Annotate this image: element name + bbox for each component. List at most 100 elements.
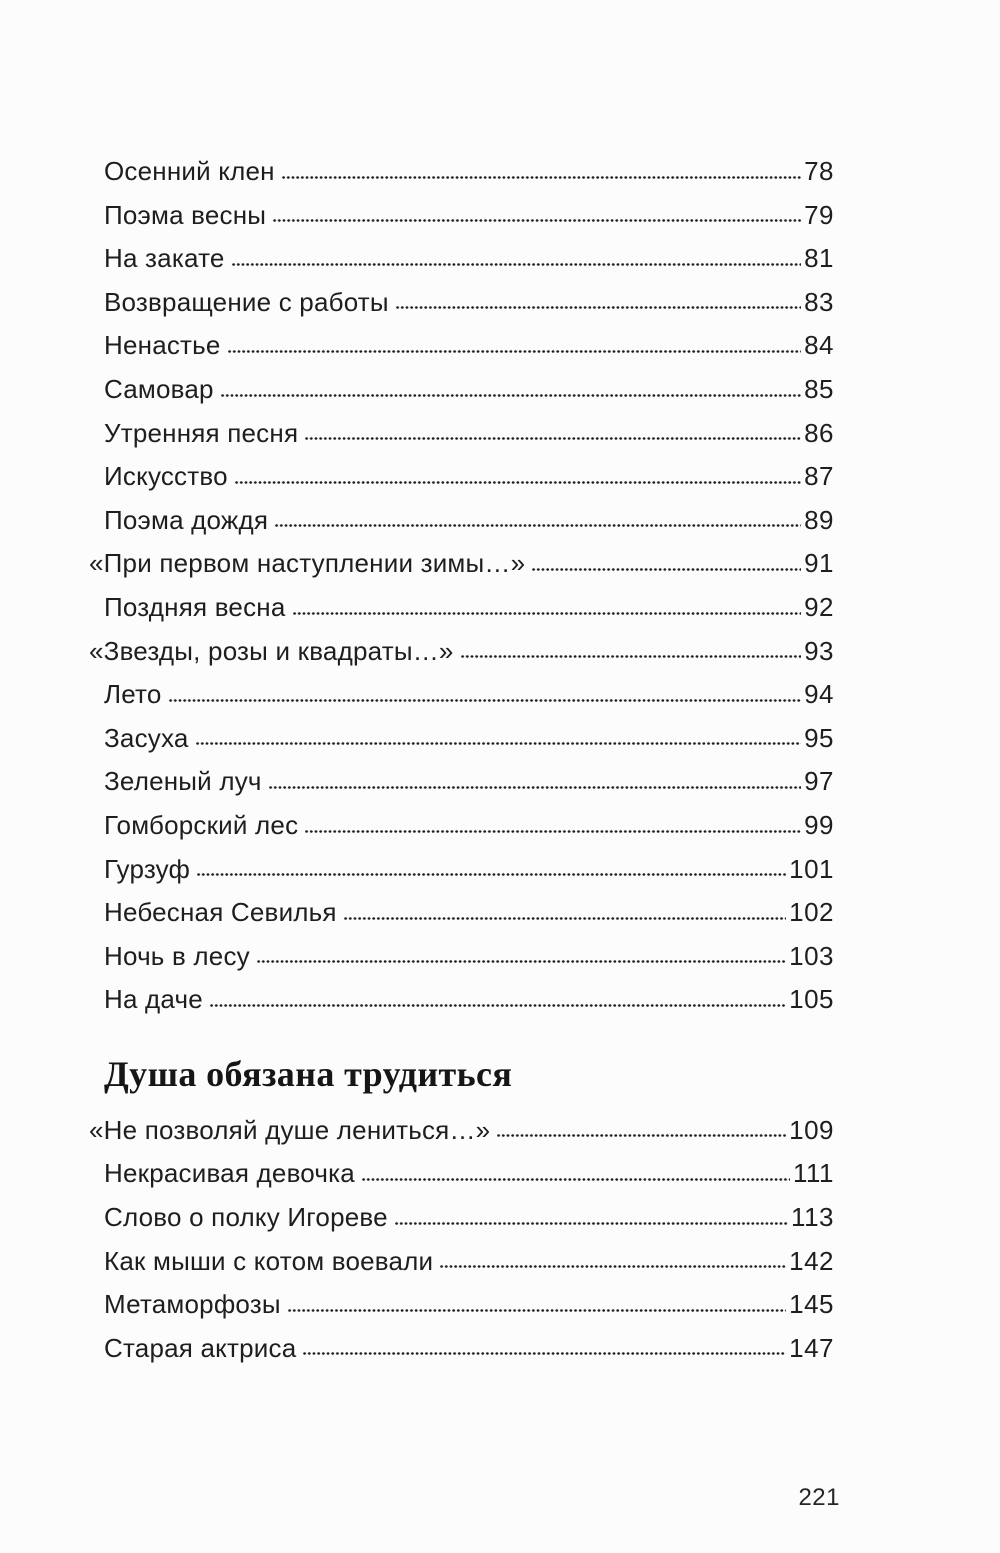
toc-entry-page: 105 [789,984,834,1015]
dot-leader [303,1327,786,1357]
toc-entry-title: «При первом наступлении зимы…» [89,548,526,579]
toc-entry-page: 92 [804,591,834,622]
toc-entry: Самовар 85 [104,368,834,412]
toc-entry: Ночь в лесу 103 [104,935,834,979]
toc-entry: Небесная Севилья 102 [104,891,834,935]
toc-entry: На даче 105 [104,978,834,1022]
dot-leader [231,237,802,267]
toc-entry-title: Метаморфозы [104,1289,281,1320]
toc-entry-title: Засуха [104,722,189,753]
toc-entry: Гомборский лес 99 [104,804,834,848]
toc-entry-page: 111 [792,1158,834,1189]
dot-leader [168,673,802,703]
toc-entry: Как мыши с котом воевали 142 [104,1240,834,1284]
toc-entry: Поздняя весна 92 [104,586,834,630]
toc-entry-page: 89 [804,504,834,535]
toc-entry-title: Осенний клен [104,156,275,186]
dot-leader [195,717,802,747]
toc-entry-page: 84 [804,330,834,361]
dot-leader [268,760,802,790]
toc-entry-page: 91 [804,548,834,579]
dot-leader [532,542,801,572]
toc-entry-page: 147 [789,1332,834,1363]
toc-entry-page: 78 [804,156,834,186]
dot-leader [395,281,802,311]
toc-entry: Засуха 95 [104,717,834,761]
toc-entry-page: 79 [804,199,834,230]
toc-entry-title: Некрасивая девочка [104,1158,355,1189]
toc-entry: Старая актриса 147 [104,1327,834,1371]
dot-leader [256,935,787,965]
dot-leader [305,412,801,442]
toc-entry: «Не позволяй душе лениться…» 109 [89,1109,834,1153]
toc-entry-title: Гурзуф [104,853,191,884]
toc-entry-title: На закате [104,243,225,274]
toc-entry: «Звезды, розы и квадраты…» 93 [89,630,834,674]
toc-entry-title: Поздняя весна [104,591,286,622]
toc-entry-title: Как мыши с котом воевали [104,1245,434,1276]
toc-entry-title: Слово о полку Игореве [104,1202,388,1233]
toc-entry-page: 81 [804,243,834,274]
toc-entry-title: Небесная Севилья [104,897,337,928]
dot-leader [209,978,787,1008]
toc-entry-title: Ночь в лесу [104,940,250,971]
dot-leader [343,891,787,921]
toc-entry-page: 101 [789,853,834,884]
toc-entry-title: «Не позволяй душе лениться…» [89,1114,491,1145]
toc-section: Душа обязана трудиться «Не позволяй душе… [89,1048,834,1371]
toc-entry-page: 87 [804,461,834,492]
toc-entry: «При первом наступлении зимы…» 91 [89,542,834,586]
dot-leader [292,586,802,616]
toc-entry: Зеленый луч 97 [104,760,834,804]
dot-leader [227,324,802,354]
toc: Осенний клен 78 Поэма весны 79 На закате… [89,150,834,1371]
toc-entry-page: 103 [789,940,834,971]
toc-entry: На закате 81 [104,237,834,281]
toc-entry-page: 85 [804,373,834,404]
dot-leader [273,194,801,224]
dot-leader [234,455,802,485]
toc-entry-title: Самовар [104,373,214,404]
toc-entry-title: Ненастье [104,330,221,361]
toc-entry-title: На даче [104,984,203,1015]
toc-entry-title: Искусство [104,461,228,492]
toc-entry: Осенний клен 78 [104,150,834,194]
toc-entry-page: 142 [789,1245,834,1276]
toc-entry: Возвращение с работы 83 [104,281,834,325]
toc-entry-page: 83 [804,286,834,317]
toc-entry-page: 102 [789,897,834,928]
dot-leader [220,368,802,398]
toc-entry-title: Старая актриса [104,1332,297,1363]
toc-entry: Метаморфозы 145 [104,1283,834,1327]
toc-entry: Поэма весны 79 [104,194,834,238]
toc-entry: Слово о полку Игореве 113 [104,1196,834,1240]
toc-entry: Ненастье 84 [104,324,834,368]
toc-entry-page: 86 [804,417,834,448]
dot-leader [497,1109,786,1139]
toc-entry-title: «Звезды, розы и квадраты…» [89,635,454,666]
toc-entry: Поэма дождя 89 [104,499,834,543]
toc-entry-page: 97 [804,766,834,797]
dot-leader [305,804,801,834]
toc-entry-title: Поэма весны [104,199,267,230]
toc-entry-page: 94 [804,679,834,710]
toc-entry-title: Поэма дождя [104,504,269,535]
toc-entry-page: 113 [791,1202,834,1233]
toc-entry: Лето 94 [104,673,834,717]
toc-entry-title: Утренняя песня [104,417,299,448]
toc-entry: Утренняя песня 86 [104,412,834,456]
toc-section: Осенний клен 78 Поэма весны 79 На закате… [89,150,834,1022]
toc-entry-title: Возвращение с работы [104,286,389,317]
dot-leader [440,1240,786,1270]
toc-entry: Некрасивая девочка 111 [104,1152,834,1196]
dot-leader [281,150,802,180]
toc-entry-title: Лето [104,679,162,710]
dot-leader [394,1196,789,1226]
toc-entry-page: 99 [804,809,834,840]
dot-leader [460,630,802,660]
toc-entry-page: 95 [804,722,834,753]
toc-entry-page: 109 [789,1114,834,1145]
toc-section-heading: Душа обязана трудиться [104,1053,513,1094]
toc-entry: Гурзуф 101 [104,848,834,892]
